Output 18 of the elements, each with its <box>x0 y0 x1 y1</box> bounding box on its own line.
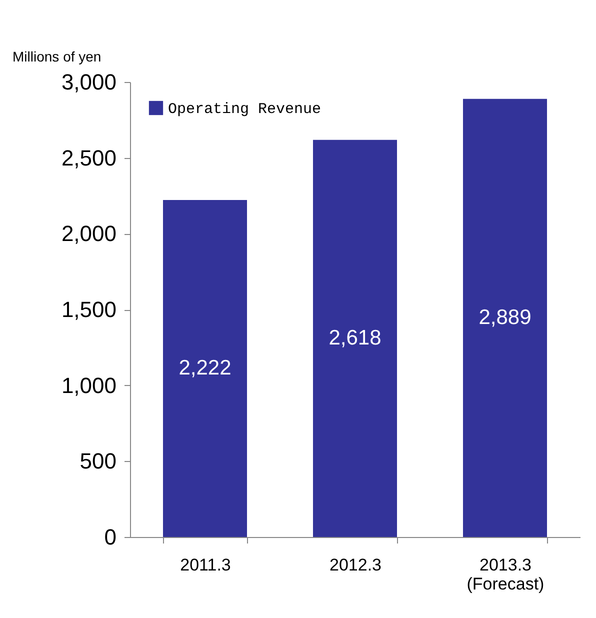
bar <box>163 200 247 537</box>
x-tick-label: 2011.3 <box>180 556 231 574</box>
data-label: 2,889 <box>478 306 532 329</box>
y-axis-title: Millions of yen <box>12 48 102 64</box>
y-tick-label: 3,000 <box>61 70 116 94</box>
bar <box>313 140 397 537</box>
y-tick-label: 1,500 <box>61 297 116 322</box>
y-tick-label: 1,000 <box>61 372 116 398</box>
x-tick-label: 2013.3 (Forecast) <box>466 556 544 594</box>
x-tick-label: 2012.3 <box>330 556 382 574</box>
legend-label: Operating Revenue <box>168 101 322 118</box>
bar <box>463 98 547 537</box>
y-tick-label: 2,500 <box>61 145 116 170</box>
data-label: 2,222 <box>178 356 232 380</box>
y-tick-label: 2,000 <box>61 221 116 246</box>
y-tick-label: 500 <box>80 448 116 474</box>
data-label: 2,618 <box>328 326 382 350</box>
y-tick-label: 0 <box>104 524 116 550</box>
